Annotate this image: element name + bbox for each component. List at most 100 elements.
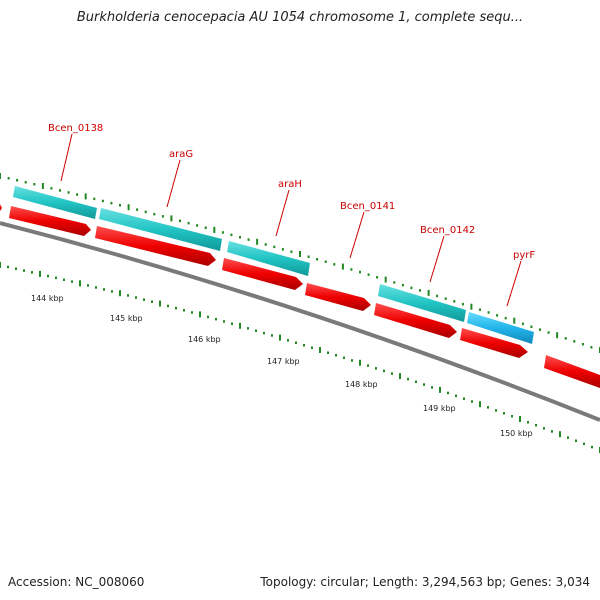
outer-minor-tick <box>573 340 576 343</box>
inner-minor-tick <box>471 400 473 403</box>
outer-minor-tick <box>530 325 533 328</box>
outer-minor-tick <box>564 337 567 340</box>
outer-minor-tick <box>230 233 233 237</box>
inner-major-tick <box>479 401 481 408</box>
gene-label-pyrf[interactable]: pyrF <box>513 250 535 261</box>
outer-minor-tick <box>324 260 327 263</box>
inner-minor-tick <box>535 424 537 427</box>
outer-minor-tick <box>367 273 370 276</box>
outer-minor-tick <box>350 268 353 271</box>
gene-label-bcen-0138[interactable]: Bcen_0138 <box>48 123 103 134</box>
accession-text: Accession: NC_008060 <box>8 575 145 589</box>
outer-minor-tick <box>221 231 224 234</box>
cds-arrow-4[interactable] <box>305 283 371 311</box>
inner-minor-tick <box>287 339 289 342</box>
cds-arrow-1[interactable] <box>9 206 91 236</box>
outer-minor-tick <box>153 212 156 216</box>
inner-major-tick <box>0 262 1 268</box>
kbp-label-148: 148 kbp <box>345 380 378 389</box>
kbp-label-145: 145 kbp <box>110 314 143 323</box>
kbp-label-150: 150 kbp <box>500 429 533 438</box>
inner-major-tick <box>199 311 201 318</box>
inner-minor-tick <box>455 394 457 398</box>
cds-arrow-7[interactable] <box>544 355 600 388</box>
inner-minor-tick <box>407 377 409 381</box>
inner-minor-tick <box>47 274 49 278</box>
inner-minor-tick <box>151 300 153 303</box>
outer-minor-tick <box>376 276 379 279</box>
outer-minor-tick <box>93 197 96 201</box>
kbp-label-147: 147 kbp <box>267 357 300 366</box>
cds-track <box>0 204 600 388</box>
outer-minor-tick <box>136 208 139 211</box>
outer-major-tick <box>556 332 559 339</box>
gene-arag-box[interactable] <box>99 208 222 251</box>
outer-major-tick <box>84 193 87 200</box>
outer-major-tick <box>213 226 216 233</box>
outer-minor-tick <box>16 179 19 182</box>
outer-minor-tick <box>444 297 447 300</box>
inner-minor-tick <box>423 383 425 386</box>
cds-arrow-0[interactable] <box>0 204 2 211</box>
outer-minor-tick <box>401 283 404 287</box>
inner-major-tick <box>79 280 81 287</box>
kbp-label-144: 144 kbp <box>31 294 64 303</box>
outer-minor-tick <box>461 302 464 306</box>
cds-arrow-6[interactable] <box>460 328 528 358</box>
cds-arrow-2[interactable] <box>95 226 216 266</box>
outer-minor-tick <box>333 263 336 266</box>
inner-minor-tick <box>207 315 209 319</box>
outer-minor-tick <box>119 204 121 207</box>
inner-minor-tick <box>263 331 265 335</box>
gene-label-arag[interactable]: araG <box>169 149 193 160</box>
gene-label-bcen-0141[interactable]: Bcen_0141 <box>340 201 395 212</box>
outer-major-tick <box>127 204 130 211</box>
gene-label-arah[interactable]: araH <box>278 179 302 190</box>
inner-minor-tick <box>311 346 313 349</box>
cds-arrow-5[interactable] <box>374 303 457 338</box>
inner-minor-tick <box>191 311 193 314</box>
gene-track-forward <box>13 186 534 344</box>
outer-minor-tick <box>7 177 10 180</box>
outer-minor-tick <box>76 193 79 196</box>
outer-minor-tick <box>144 210 147 214</box>
gene-bcen-0142-box[interactable] <box>378 284 466 322</box>
inner-minor-tick <box>527 421 529 424</box>
gene-labels: Bcen_0138 araG araH Bcen_0141 Bcen_0142 … <box>48 123 535 261</box>
kbp-scale-labels: 144 kbp 145 kbp 146 kbp 147 kbp 148 kbp … <box>31 294 533 438</box>
outer-minor-tick <box>67 191 70 194</box>
gene-bcen-0138-box[interactable] <box>13 186 97 219</box>
outer-major-tick <box>384 276 387 283</box>
inner-minor-tick <box>183 309 185 312</box>
outer-major-tick <box>513 317 516 324</box>
outer-minor-tick <box>196 224 199 227</box>
outer-major-tick <box>341 263 344 270</box>
outer-minor-tick <box>307 255 310 258</box>
inner-minor-tick <box>255 329 257 332</box>
inner-major-tick <box>239 322 241 329</box>
gene-label-bcen-0142[interactable]: Bcen_0142 <box>420 225 475 236</box>
inner-major-tick <box>159 300 161 307</box>
cds-arrow-3[interactable] <box>222 258 303 290</box>
map-title: Burkholderia cenocepacia AU 1054 chromos… <box>76 10 524 25</box>
outer-minor-tick <box>161 215 164 218</box>
outer-major-tick <box>41 183 44 189</box>
inner-minor-tick <box>503 412 505 415</box>
inner-minor-tick <box>463 397 465 400</box>
outer-minor-tick <box>273 245 276 249</box>
inner-minor-tick <box>543 427 545 430</box>
inner-minor-tick <box>55 276 57 280</box>
outer-major-tick <box>256 238 259 245</box>
inner-minor-tick <box>327 351 329 354</box>
outer-minor-tick <box>187 221 190 225</box>
outer-major-tick <box>470 303 473 310</box>
inner-minor-tick <box>295 341 297 344</box>
genome-summary-text: Topology: circular; Length: 3,294,563 bp… <box>260 575 590 589</box>
gene-pyrf-box[interactable] <box>467 312 534 344</box>
outer-minor-tick <box>504 316 507 320</box>
outer-tick-track <box>0 173 600 353</box>
inner-minor-tick <box>271 334 273 337</box>
gene-arah-box[interactable] <box>227 241 310 276</box>
